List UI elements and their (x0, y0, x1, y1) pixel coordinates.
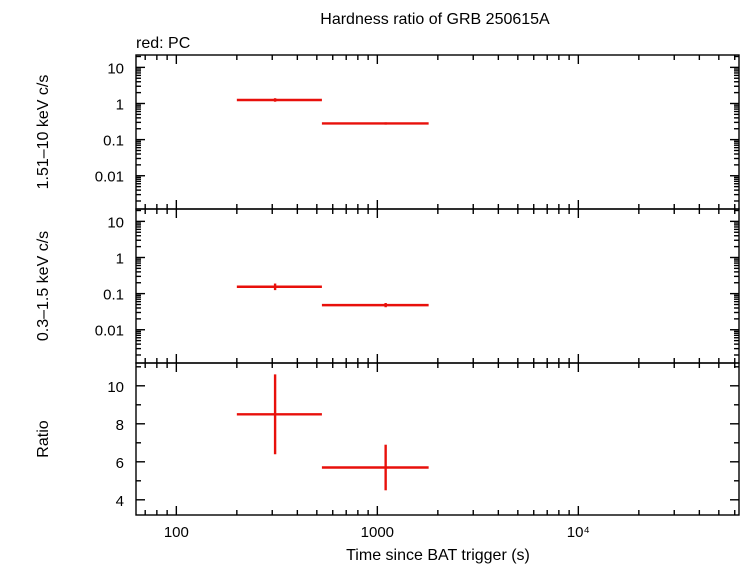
y-tick-label: 10 (107, 379, 124, 396)
data-point (321, 302, 429, 308)
data-point (236, 283, 322, 291)
chart-title: Hardness ratio of GRB 250615A (320, 11, 550, 28)
x-tick-label: 100 (164, 524, 189, 541)
panel-top: 0.01 0.1 1 10 1.51–10 keV c/s (35, 54, 740, 210)
y-tick-label: 10 (107, 214, 124, 231)
y-tick-label: 0.01 (95, 169, 124, 186)
y-tick-label: 4 (116, 493, 124, 510)
data-point (321, 444, 429, 491)
y-axis-label: 1.51–10 keV c/s (35, 75, 52, 190)
data-point (236, 98, 322, 102)
y-tick-label: 1 (116, 250, 124, 267)
panel-frame (135, 208, 740, 364)
panel-frame (135, 54, 740, 210)
y-tick-label: 6 (116, 455, 124, 472)
y-tick-label: 10 (107, 60, 124, 77)
y-tick-label: 0.01 (95, 323, 124, 340)
y-tick-label: 8 (116, 417, 124, 434)
chart-subtitle: red: PC (136, 35, 190, 52)
x-tick-label: 1000 (361, 524, 394, 541)
y-axis-label: 0.3–1.5 keV c/s (35, 231, 52, 341)
panel-frame (135, 362, 740, 516)
panel-bottom: 4 6 8 10 Ratio 100 1000 10⁴ (35, 362, 740, 541)
x-axis-label: Time since BAT trigger (s) (346, 547, 530, 564)
panel-middle: 0.01 0.1 1 10 0.3–1.5 keV c/s (35, 208, 740, 364)
data-point (236, 374, 322, 455)
y-tick-label: 0.1 (103, 133, 124, 150)
data-point (321, 122, 429, 125)
y-tick-label: 0.1 (103, 287, 124, 304)
y-axis-label: Ratio (35, 420, 52, 457)
y-tick-label: 1 (116, 96, 124, 113)
x-tick-label: 10⁴ (567, 524, 590, 541)
